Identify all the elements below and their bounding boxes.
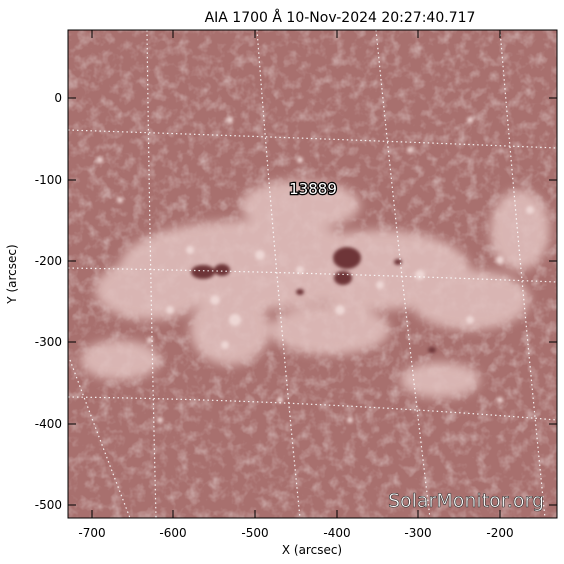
solar-image: SolarMonitor.org <box>68 30 557 518</box>
watermark-text: SolarMonitor.org <box>388 490 544 512</box>
x-tick-label: -700 <box>78 526 105 540</box>
y-axis-ticks <box>68 97 557 506</box>
x-axis-label: X (arcsec) <box>282 543 342 557</box>
y-tick-label: -500 <box>35 498 62 512</box>
active-region-label: 13889 <box>289 180 337 198</box>
y-axis-label: Y (arcsec) <box>5 244 19 304</box>
image-title: AIA 1700 Å 10-Nov-2024 20:27:40.717 <box>205 9 476 26</box>
x-tick-label: -200 <box>486 526 513 540</box>
y-tick-label: 0 <box>54 91 62 105</box>
y-tick-label: -400 <box>35 417 62 431</box>
y-tick-label: -200 <box>35 254 62 268</box>
x-tick-label: -400 <box>323 526 350 540</box>
x-tick-label: -500 <box>241 526 268 540</box>
plage-regions <box>80 180 550 398</box>
plot-frame <box>67 29 558 519</box>
x-tick-label: -600 <box>159 526 186 540</box>
x-tick-label: -300 <box>404 526 431 540</box>
y-tick-label: -100 <box>35 173 62 187</box>
coordinate-grid <box>68 30 557 518</box>
x-axis-ticks <box>91 30 501 518</box>
y-tick-label: -300 <box>35 335 62 349</box>
